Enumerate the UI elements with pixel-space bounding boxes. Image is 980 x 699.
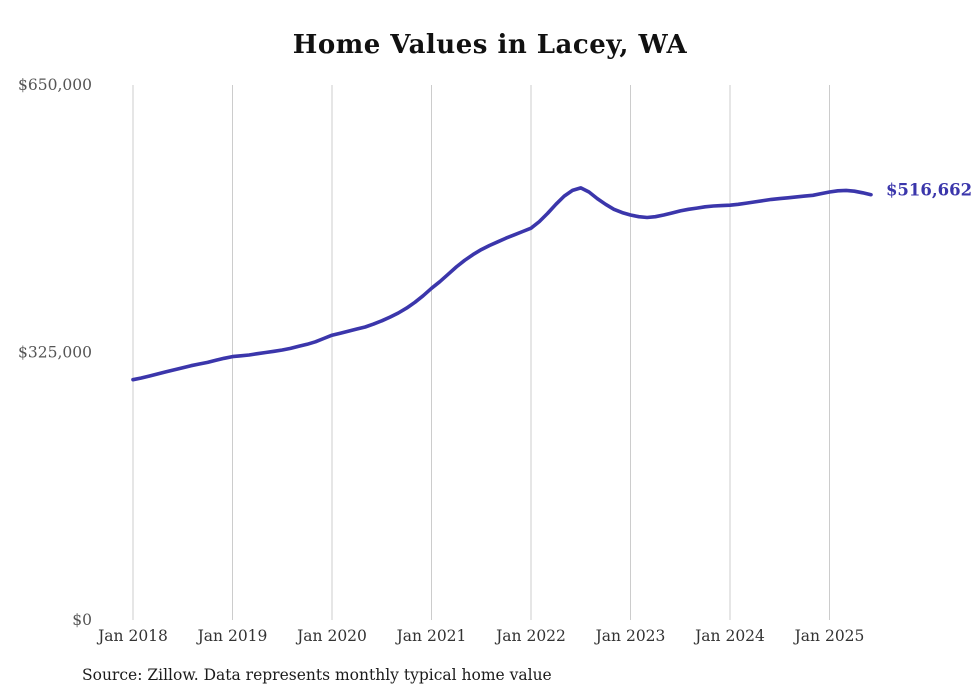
- x-tick-label: Jan 2024: [693, 627, 765, 645]
- y-tick-label: $325,000: [18, 344, 92, 362]
- y-tick-label: $650,000: [18, 76, 92, 94]
- current-value-label: $516,662: [886, 181, 972, 200]
- x-tick-label: Jan 2019: [196, 627, 268, 645]
- x-tick-label: Jan 2023: [594, 627, 666, 645]
- chart-title: Home Values in Lacey, WA: [292, 30, 688, 60]
- x-tick-label: Jan 2022: [494, 627, 566, 645]
- source-note: Source: Zillow. Data represents monthly …: [82, 666, 552, 684]
- value-line: [131, 186, 873, 382]
- x-tick-label: Jan 2020: [295, 627, 367, 645]
- x-tick-label: Jan 2018: [96, 627, 168, 645]
- x-tick-label: Jan 2021: [395, 627, 467, 645]
- y-tick-label: $0: [72, 611, 92, 629]
- x-tick-label: Jan 2025: [793, 627, 865, 645]
